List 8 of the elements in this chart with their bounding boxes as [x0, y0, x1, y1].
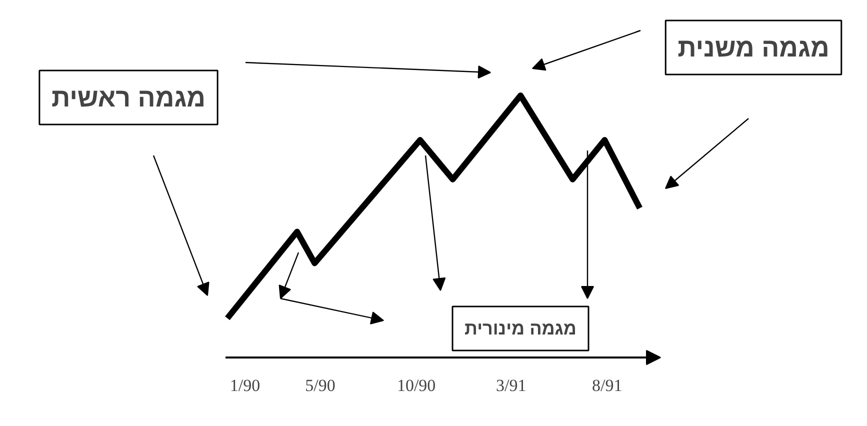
- x-tick-label: 3/91: [496, 376, 526, 395]
- annotation: מגמה מינורית: [464, 318, 576, 338]
- x-tick-label: 10/90: [396, 376, 436, 395]
- text: מגמה משנית: [678, 32, 830, 62]
- x-tick-label: 1/90: [230, 376, 260, 395]
- x-tick-label: 5/90: [305, 376, 336, 395]
- x-tick-label: 8/91: [592, 376, 622, 395]
- text: מגמה ראשית: [51, 82, 206, 112]
